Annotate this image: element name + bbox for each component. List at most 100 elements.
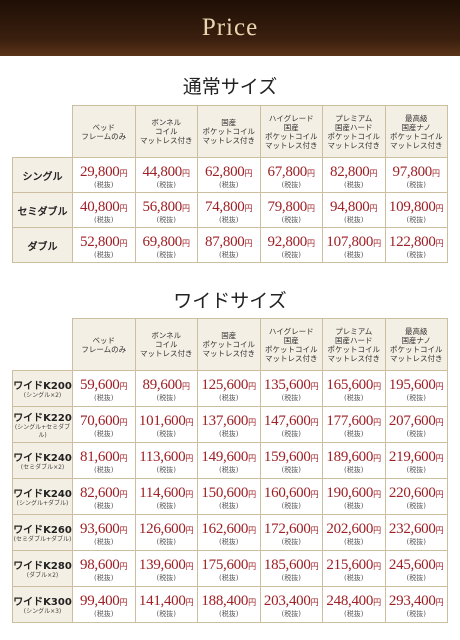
price-unit: 円 [185,562,194,571]
price-cell: 177,600円 (税抜) [322,406,386,443]
price-unit: 円 [119,382,128,391]
price-unit: 円 [185,526,194,535]
price-cell: 207,600円 (税抜) [384,406,448,443]
column-header: ハイグレード 国産 ポケットコイル マットレス付き [259,318,323,371]
row-sublabel: (ダブル×2) [26,572,59,579]
price-cell: 137,600円 (税抜) [197,406,261,443]
tax-note: (税抜) [219,430,239,438]
price-unit: 円 [310,382,319,391]
tax-note: (税抜) [344,538,364,546]
column-header: ハイグレード 国産 ポケットコイル マットレス付き [259,105,323,158]
tax-note: (税抜) [156,180,176,189]
row-label-cell: ダブル [12,227,73,263]
tax-note: (税抜) [406,215,426,224]
price-cell: 162,600円 (税抜) [197,514,261,551]
header-row: ベッド フレームのみ ボンネル コイル マットレス付き 国産 ポケットコイル マット… [12,105,448,158]
tax-note: (税抜) [344,610,364,618]
price-cell: 190,600円 (税抜) [322,478,386,515]
price-unit: 円 [310,418,319,427]
price-unit: 円 [181,382,190,391]
column-header: 最高級 国産ナノ ポケットコイル マットレス付き [384,318,448,371]
row-label-cell: ワイドK200 (シングル×2) [12,370,73,407]
row-sublabel: (シングル×2) [23,392,62,399]
price-cell: 232,600円 (税抜) [384,514,448,551]
tax-note: (税抜) [406,502,426,510]
tax-note: (税抜) [219,538,239,546]
section-title: ワイドサイズ [173,290,287,312]
price: 202,600 [326,521,374,537]
price-unit: 円 [373,526,382,535]
price: 69,800 [142,233,183,250]
price-cell: 67,800円 (税抜) [259,157,323,193]
tax-note: (税抜) [156,394,176,402]
price: 98,600 [80,557,120,573]
price: 29,800 [80,163,120,180]
price-unit: 円 [185,454,194,463]
price-cell: 89,600円 (税抜) [134,370,198,407]
price: 122,800 [388,233,436,250]
price-unit: 円 [310,454,319,463]
price-unit: 円 [119,490,128,499]
column-header: プレミアム 国産ハード ポケットコイル マットレス付き [322,105,386,158]
price: 93,600 [80,521,120,537]
price: 248,400 [326,593,374,609]
row-label: ワイドK260 [13,525,72,536]
price-unit: 円 [248,526,257,535]
row-label: ワイドK220 [13,413,72,424]
price-cell: 160,600円 (税抜) [259,478,323,515]
tax-note: (税抜) [219,574,239,582]
price: 159,600 [263,449,311,465]
tax-note: (税抜) [344,430,364,438]
tax-note: (税抜) [94,502,114,510]
tax-note: (税抜) [219,610,239,618]
price-row: ワイドK260 (セミダブル+ダブル) 93,600円 (税抜) 126,600円 (税抜… [12,514,448,551]
tax-note: (税抜) [281,430,301,438]
tax-note: (税抜) [219,215,239,224]
corner-cell [12,105,73,158]
tax-note: (税抜) [344,574,364,582]
header-title: Price [201,14,259,41]
price-cell: 79,800円 (税抜) [259,192,323,228]
row-label-cell: セミダブル [12,192,73,228]
price: 147,600 [263,413,311,429]
price-unit: 円 [310,598,319,607]
price-unit: 円 [244,203,253,213]
price-cell: 125,600円 (税抜) [197,370,261,407]
row-label-cell: シングル [12,157,73,193]
price-cell: 29,800円 (税抜) [72,157,136,193]
price: 44,800 [142,163,183,180]
price-cell: 293,400円 (税抜) [384,586,448,623]
price: 293,400 [388,593,436,609]
price: 203,400 [263,593,311,609]
price-unit: 円 [435,382,444,391]
price: 94,800 [330,198,370,215]
price: 189,600 [326,449,374,465]
price-unit: 円 [373,382,382,391]
price: 137,600 [201,413,249,429]
section-title: 通常サイズ [182,76,278,98]
price-unit: 円 [119,598,128,607]
row-label-cell: ワイドK240 (シングル+ダブル) [12,478,73,515]
tax-note: (税抜) [281,180,301,189]
price-row: ワイドK240 (シングル+ダブル) 82,600円 (税抜) 114,600円 (税抜)… [12,478,448,515]
price-table: ベッド フレームのみ ボンネル コイル マットレス付き 国産 ポケットコイル マット… [12,318,448,623]
price: 114,600 [139,485,186,501]
tax-note: (税抜) [94,538,114,546]
price-unit: 円 [435,526,444,535]
price-unit: 円 [306,168,315,178]
tax-note: (税抜) [281,466,301,474]
price-cell: 126,600円 (税抜) [134,514,198,551]
price-unit: 円 [435,203,444,213]
price-unit: 円 [119,526,128,535]
price-unit: 円 [373,418,382,427]
price: 141,400 [138,593,186,609]
tax-note: (税抜) [156,502,176,510]
tax-note: (税抜) [281,502,301,510]
price-unit: 円 [248,382,257,391]
price: 101,600 [138,413,186,429]
row-label: ダブル [27,241,58,253]
price-cell: 245,600円 (税抜) [384,550,448,587]
tax-note: (税抜) [344,250,364,259]
price: 139,600 [138,557,186,573]
price-unit: 円 [310,490,319,499]
